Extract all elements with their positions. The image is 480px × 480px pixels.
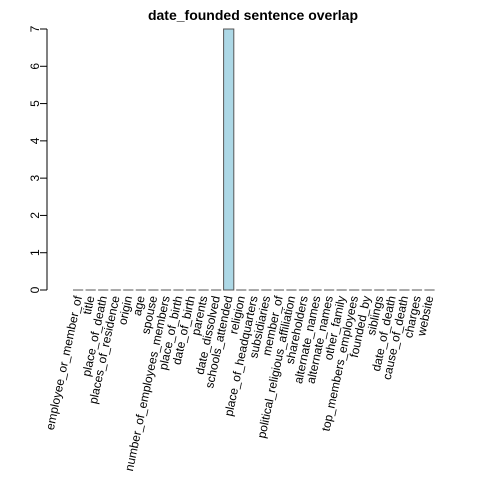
x-axis-labels: employee_or_member_oftitleplace_of_death… (43, 294, 437, 472)
x-tick-label: employee_or_member_of (43, 294, 85, 431)
y-axis: 0 1 2 3 4 5 6 7 (28, 25, 48, 293)
y-tick-label: 3 (28, 174, 42, 181)
x-tick-label: origin (115, 295, 135, 327)
x-tick-label: title (80, 294, 98, 315)
bars (73, 28, 435, 291)
bar (223, 28, 235, 291)
x-tick-label: age (130, 294, 148, 317)
y-tick-label: 2 (28, 212, 42, 219)
y-tick-label: 6 (28, 63, 42, 70)
y-tick-label: 5 (28, 100, 42, 107)
y-tick-label: 4 (28, 137, 42, 144)
y-tick-label: 7 (28, 25, 42, 32)
y-tick-label: 1 (28, 249, 42, 256)
chart-title: date_founded sentence overlap (148, 7, 358, 23)
y-tick-label: 0 (28, 286, 42, 293)
